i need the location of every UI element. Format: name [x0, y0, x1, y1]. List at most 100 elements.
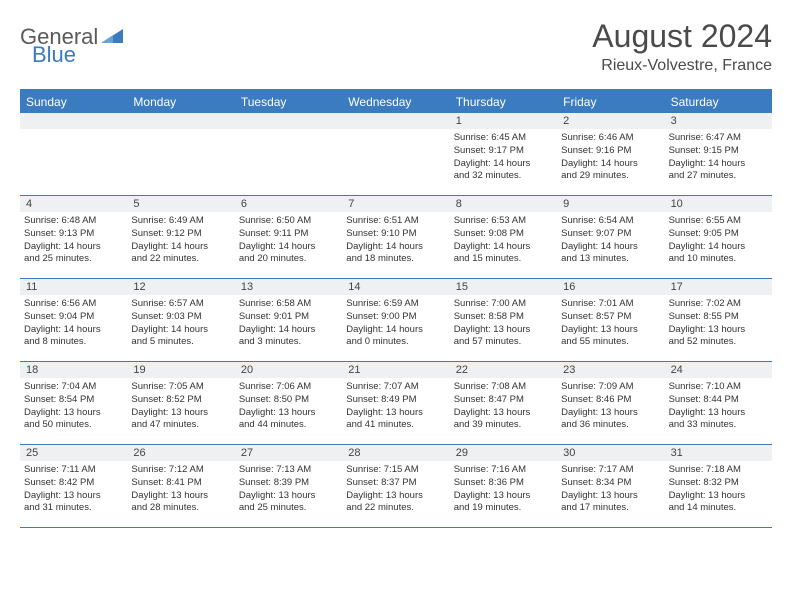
day-info-line: Daylight: 13 hours: [669, 407, 768, 420]
day-info-line: Daylight: 14 hours: [454, 241, 553, 254]
day-number: 10: [665, 196, 772, 212]
day-number: 23: [557, 362, 664, 378]
day-info-line: and 14 minutes.: [669, 502, 768, 515]
day-info-line: and 27 minutes.: [669, 170, 768, 183]
day-info-line: Sunrise: 6:50 AM: [239, 215, 338, 228]
day-info-line: Daylight: 14 hours: [24, 324, 123, 337]
day-cell: 8Sunrise: 6:53 AMSunset: 9:08 PMDaylight…: [450, 196, 557, 278]
day-cell: 10 Sunrise: 6:55 AMSunset: 9:05 PMDayligh…: [665, 196, 772, 278]
day-info-line: and 13 minutes.: [561, 253, 660, 266]
week-row: 18Sunrise: 7:04 AMSunset: 8:54 PMDayligh…: [20, 362, 772, 445]
day-number: 31: [665, 445, 772, 461]
day-info-line: Sunset: 8:50 PM: [239, 394, 338, 407]
day-info-line: and 25 minutes.: [24, 253, 123, 266]
title-block: August 2024 Rieux-Volvestre, France: [592, 18, 772, 75]
day-header: Monday: [127, 91, 234, 113]
day-cell: 16Sunrise: 7:01 AMSunset: 8:57 PMDayligh…: [557, 279, 664, 361]
day-info-line: Daylight: 14 hours: [454, 158, 553, 171]
day-number: 3: [665, 113, 772, 129]
day-info-line: Sunset: 8:41 PM: [131, 477, 230, 490]
day-cell: 11Sunrise: 6:56 AMSunset: 9:04 PMDayligh…: [20, 279, 127, 361]
day-info: Sunrise: 6:51 AMSunset: 9:10 PMDaylight:…: [346, 215, 445, 266]
day-info-line: Sunrise: 7:18 AM: [669, 464, 768, 477]
day-number: 13: [235, 279, 342, 295]
day-info: Sunrise: 6:55 AMSunset: 9:05 PMDaylight:…: [669, 215, 768, 266]
day-info-line: Sunset: 8:37 PM: [346, 477, 445, 490]
day-info-line: and 52 minutes.: [669, 336, 768, 349]
day-info-line: and 10 minutes.: [669, 253, 768, 266]
day-info-line: and 32 minutes.: [454, 170, 553, 183]
day-info-line: Sunset: 8:44 PM: [669, 394, 768, 407]
day-info-line: and 39 minutes.: [454, 419, 553, 432]
day-info-line: and 20 minutes.: [239, 253, 338, 266]
day-info-line: Daylight: 13 hours: [454, 407, 553, 420]
day-number: 30: [557, 445, 664, 461]
day-info-line: and 28 minutes.: [131, 502, 230, 515]
day-info-line: Sunset: 9:15 PM: [669, 145, 768, 158]
day-info-line: Sunrise: 6:51 AM: [346, 215, 445, 228]
day-info-line: Daylight: 13 hours: [454, 490, 553, 503]
day-info-line: Sunset: 8:57 PM: [561, 311, 660, 324]
day-info-line: Sunset: 9:07 PM: [561, 228, 660, 241]
day-number: 14: [342, 279, 449, 295]
day-cell: 3Sunrise: 6:47 AMSunset: 9:15 PMDaylight…: [665, 113, 772, 195]
day-cell: 23Sunrise: 7:09 AMSunset: 8:46 PMDayligh…: [557, 362, 664, 444]
day-info: Sunrise: 6:59 AMSunset: 9:00 PMDaylight:…: [346, 298, 445, 349]
day-info-line: Sunset: 8:32 PM: [669, 477, 768, 490]
day-info: Sunrise: 6:57 AMSunset: 9:03 PMDaylight:…: [131, 298, 230, 349]
day-info: Sunrise: 7:16 AMSunset: 8:36 PMDaylight:…: [454, 464, 553, 515]
day-info-line: and 57 minutes.: [454, 336, 553, 349]
day-info-line: Sunset: 9:04 PM: [24, 311, 123, 324]
day-info-line: and 15 minutes.: [454, 253, 553, 266]
day-info: Sunrise: 7:06 AMSunset: 8:50 PMDaylight:…: [239, 381, 338, 432]
day-info-line: Sunset: 9:00 PM: [346, 311, 445, 324]
day-info-line: Daylight: 14 hours: [239, 324, 338, 337]
day-info-line: Sunrise: 7:04 AM: [24, 381, 123, 394]
day-cell: [235, 113, 342, 195]
week-row: 11Sunrise: 6:56 AMSunset: 9:04 PMDayligh…: [20, 279, 772, 362]
day-info-line: Sunrise: 6:46 AM: [561, 132, 660, 145]
day-info-line: Sunrise: 6:59 AM: [346, 298, 445, 311]
day-info-line: Sunset: 9:03 PM: [131, 311, 230, 324]
day-info: Sunrise: 7:07 AMSunset: 8:49 PMDaylight:…: [346, 381, 445, 432]
day-cell: 31Sunrise: 7:18 AMSunset: 8:32 PMDayligh…: [665, 445, 772, 527]
day-number: 15: [450, 279, 557, 295]
day-cell: 15 Sunrise: 7:00 AMSunset: 8:58 PMDayligh…: [450, 279, 557, 361]
day-info-line: and 18 minutes.: [346, 253, 445, 266]
day-info: Sunrise: 7:00 AMSunset: 8:58 PMDaylight:…: [454, 298, 553, 349]
day-info-line: Sunrise: 7:12 AM: [131, 464, 230, 477]
day-info-line: Sunrise: 7:06 AM: [239, 381, 338, 394]
day-header: Saturday: [665, 91, 772, 113]
day-info-line: Daylight: 13 hours: [346, 490, 445, 503]
day-info-line: Sunset: 9:12 PM: [131, 228, 230, 241]
day-info-line: Daylight: 13 hours: [346, 407, 445, 420]
day-info-line: and 31 minutes.: [24, 502, 123, 515]
day-info-line: Sunrise: 7:08 AM: [454, 381, 553, 394]
day-cell: 29Sunrise: 7:16 AMSunset: 8:36 PMDayligh…: [450, 445, 557, 527]
day-number: 19: [127, 362, 234, 378]
day-info: Sunrise: 6:45 AMSunset: 9:17 PMDaylight:…: [454, 132, 553, 183]
day-info-line: Sunset: 8:42 PM: [24, 477, 123, 490]
day-info-line: Sunset: 8:36 PM: [454, 477, 553, 490]
day-info-line: Sunrise: 6:55 AM: [669, 215, 768, 228]
day-cell: 17Sunrise: 7:02 AMSunset: 8:55 PMDayligh…: [665, 279, 772, 361]
day-info-line: Sunset: 9:08 PM: [454, 228, 553, 241]
calendar: Sunday Monday Tuesday Wednesday Thursday…: [20, 89, 772, 528]
day-cell: 4Sunrise: 6:48 AMSunset: 9:13 PMDaylight…: [20, 196, 127, 278]
day-number: 26: [127, 445, 234, 461]
day-info-line: and 22 minutes.: [346, 502, 445, 515]
day-info-line: Sunrise: 7:11 AM: [24, 464, 123, 477]
day-cell: 25Sunrise: 7:11 AMSunset: 8:42 PMDayligh…: [20, 445, 127, 527]
day-info-line: Sunrise: 7:07 AM: [346, 381, 445, 394]
weeks-container: 1Sunrise: 6:45 AMSunset: 9:17 PMDaylight…: [20, 113, 772, 528]
day-number: 24: [665, 362, 772, 378]
day-info-line: and 29 minutes.: [561, 170, 660, 183]
day-info-line: Sunset: 8:54 PM: [24, 394, 123, 407]
day-info-line: Sunrise: 7:13 AM: [239, 464, 338, 477]
day-info: Sunrise: 7:10 AMSunset: 8:44 PMDaylight:…: [669, 381, 768, 432]
day-info-line: Daylight: 13 hours: [239, 490, 338, 503]
month-title: August 2024: [592, 18, 772, 55]
day-info-line: Sunrise: 7:00 AM: [454, 298, 553, 311]
day-info: Sunrise: 6:48 AMSunset: 9:13 PMDaylight:…: [24, 215, 123, 266]
day-info-line: Sunrise: 7:17 AM: [561, 464, 660, 477]
